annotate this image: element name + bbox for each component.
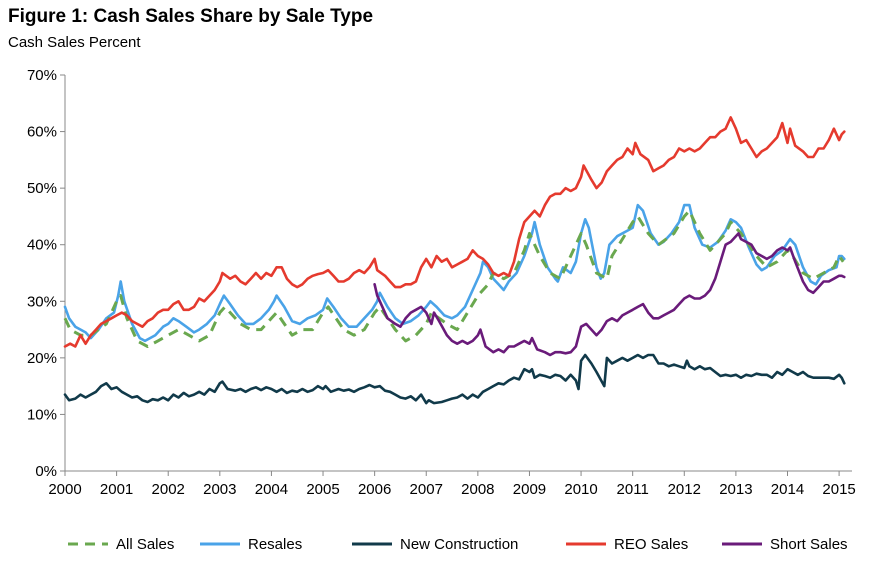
x-tick-label: 2007 <box>410 481 443 498</box>
legend-label-new-construction: New Construction <box>400 536 518 553</box>
y-tick-label: 60% <box>27 124 57 141</box>
y-tick-label: 70% <box>27 67 57 84</box>
x-tick-label: 2004 <box>255 481 288 498</box>
chart-title: Figure 1: Cash Sales Share by Sale Type <box>8 6 374 27</box>
x-tick-label: 2003 <box>203 481 236 498</box>
series-line-short-sales <box>373 232 846 357</box>
y-tick-label: 0% <box>35 463 57 480</box>
y-tick-label: 40% <box>27 237 57 254</box>
x-tick-label: 2008 <box>461 481 494 498</box>
x-tick-label: 2012 <box>668 481 701 498</box>
x-tick-label: 2002 <box>152 481 185 498</box>
series-line-all-sales <box>63 209 845 348</box>
x-tick-label: 2005 <box>306 481 339 498</box>
x-tick-label: 2011 <box>617 481 649 498</box>
x-tick-label: 2006 <box>358 481 391 498</box>
x-tick-label: 2014 <box>771 481 804 498</box>
x-tick-label: 2001 <box>100 481 133 498</box>
series-line-new-construction <box>63 353 846 405</box>
series-line-resales <box>63 203 846 343</box>
series-line-reo-sales <box>63 116 846 348</box>
x-tick-label: 2009 <box>513 481 546 498</box>
x-tick-label: 2000 <box>48 481 81 498</box>
y-tick-label: 50% <box>27 180 57 197</box>
x-tick-label: 2010 <box>564 481 597 498</box>
legend-label-short-sales: Short Sales <box>770 536 848 553</box>
y-tick-label: 20% <box>27 350 57 367</box>
x-tick-label: 2015 <box>822 481 855 498</box>
chart-subtitle: Cash Sales Percent <box>8 34 141 51</box>
y-tick-label: 30% <box>27 293 57 310</box>
legend-label-reo-sales: REO Sales <box>614 536 688 553</box>
x-tick-label: 2013 <box>719 481 752 498</box>
legend-label-resales: Resales <box>248 536 302 553</box>
y-tick-label: 10% <box>27 406 57 423</box>
legend-label-all-sales: All Sales <box>116 536 174 553</box>
